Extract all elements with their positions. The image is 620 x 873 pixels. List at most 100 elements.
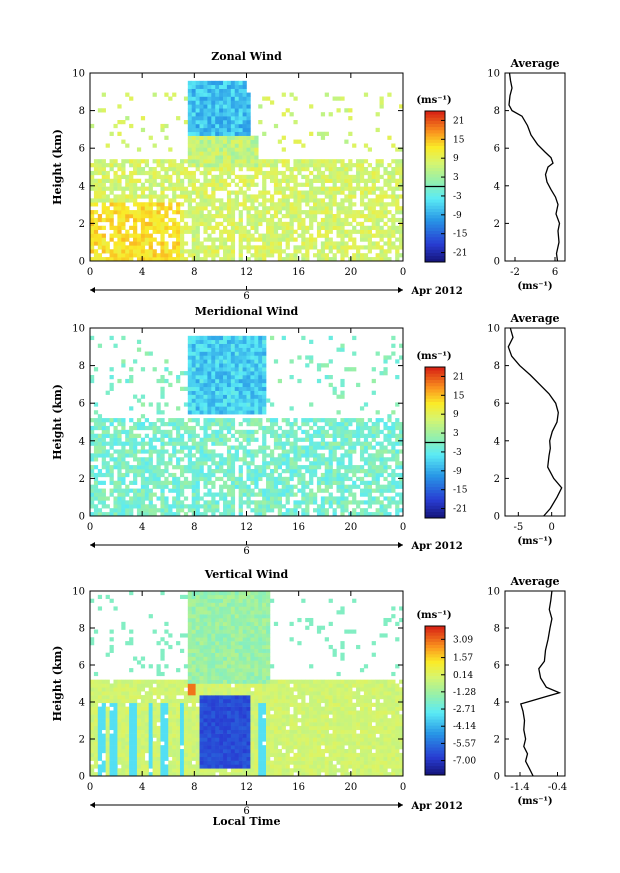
heatmap-cell (187, 143, 193, 148)
heatmap-cell (254, 512, 259, 517)
heatmap-cell (144, 695, 149, 700)
heatmap-cell (211, 410, 216, 415)
heatmap-cell (179, 457, 185, 462)
heatmap-cell (305, 245, 310, 250)
heatmap-cell (359, 480, 365, 485)
heatmap-cell (199, 163, 204, 168)
heatmap-cell (316, 178, 322, 183)
heatmap-cell (129, 159, 134, 164)
heatmap-cell (305, 159, 310, 164)
heatmap-cell (254, 170, 259, 176)
heatmap-cell (176, 186, 181, 191)
heatmap-cell (125, 500, 130, 505)
heatmap-cell (176, 174, 181, 180)
heatmap-cell (336, 186, 341, 191)
heatmap-cell (109, 214, 114, 219)
heatmap-cell (164, 92, 169, 97)
heatmap-cell (207, 182, 212, 187)
heatmap-cell (113, 206, 118, 211)
heatmap-cell (234, 135, 239, 140)
heatmap-cell (266, 217, 271, 223)
heatmap-cell (258, 351, 263, 356)
heatmap-cell (223, 182, 228, 187)
heatmap-cell (363, 170, 369, 176)
heatmap-cell (399, 237, 404, 242)
heatmap-cell (148, 174, 153, 180)
heatmap-cell (207, 422, 212, 427)
heatmap-cell (238, 402, 243, 407)
heatmap-cell (109, 217, 114, 223)
heatmap-cell (90, 249, 95, 254)
heatmap-cell (246, 339, 251, 344)
heatmap-cell (172, 733, 177, 738)
heatmap-cell (356, 418, 361, 423)
heatmap-cell (129, 683, 134, 688)
heatmap-cell (203, 508, 208, 513)
heatmap-cell (144, 433, 149, 438)
heatmap-cell (309, 237, 314, 242)
heatmap-cell (340, 229, 345, 234)
heatmap-cell (187, 453, 193, 458)
heatmap-cell (328, 221, 333, 227)
heatmap-cell (191, 725, 196, 731)
heatmap-cell (359, 488, 365, 493)
heatmap-cell (125, 178, 130, 183)
heatmap-cell (223, 92, 228, 97)
heatmap-cell (246, 151, 251, 156)
heatmap-cell (203, 245, 208, 250)
heatmap-cell (148, 441, 153, 446)
heatmap-cell (348, 159, 353, 164)
heatmap-cell (187, 375, 193, 380)
heatmap-cell (262, 186, 267, 191)
heatmap-cell (395, 237, 400, 242)
heatmap-cell (242, 198, 247, 203)
heatmap-cell (363, 214, 369, 219)
heatmap-cell (176, 679, 181, 684)
heatmap-cell (219, 433, 224, 438)
heatmap-cell (160, 687, 165, 692)
heatmap-cell (262, 210, 267, 215)
heatmap-cell (238, 500, 243, 505)
heatmap-cell (140, 679, 146, 684)
heatmap-cell (219, 237, 224, 242)
heatmap-cell (160, 745, 165, 750)
heatmap-cell (90, 698, 95, 704)
heatmap-cell (172, 449, 177, 454)
heatmap-cell (277, 453, 283, 458)
colorbar-swatch (425, 495, 445, 500)
heatmap-cell (340, 378, 345, 384)
colorbar-swatch (425, 173, 445, 178)
heatmap-cell (223, 484, 228, 489)
heatmap-cell (129, 429, 134, 435)
heatmap-cell (215, 441, 220, 446)
heatmap-cell (289, 221, 294, 227)
heatmap-cell (242, 194, 247, 199)
colorbar-swatch (425, 470, 445, 475)
heatmap-cell (195, 135, 200, 140)
heatmap-cell (101, 202, 106, 207)
heatmap-cell (340, 382, 345, 388)
heatmap-cell (121, 257, 126, 262)
heatmap-cell (340, 472, 345, 478)
heatmap-cell (344, 433, 349, 438)
heatmap-cell (93, 718, 99, 723)
heatmap-cell (156, 702, 161, 707)
heatmap-cell (242, 112, 247, 117)
colorbar-tick-label: -21 (453, 505, 468, 515)
heatmap-cell (160, 163, 165, 168)
heatmap-cell (387, 449, 392, 454)
heatmap-cell (367, 472, 372, 478)
heatmap-cell (242, 104, 247, 109)
heatmap-cell (176, 749, 181, 754)
colorbar-tick-label: 15 (453, 135, 465, 145)
heatmap-cell (93, 764, 99, 769)
heatmap-cell (136, 768, 142, 773)
heatmap-cell (140, 194, 146, 199)
heatmap-cell (191, 151, 196, 156)
heatmap-cell (277, 461, 283, 466)
heatmap-cell (148, 437, 153, 442)
heatmap-cell (164, 768, 169, 773)
heatmap-cell (238, 241, 243, 246)
heatmap-cell (293, 120, 298, 125)
heatmap-cell (223, 492, 228, 497)
